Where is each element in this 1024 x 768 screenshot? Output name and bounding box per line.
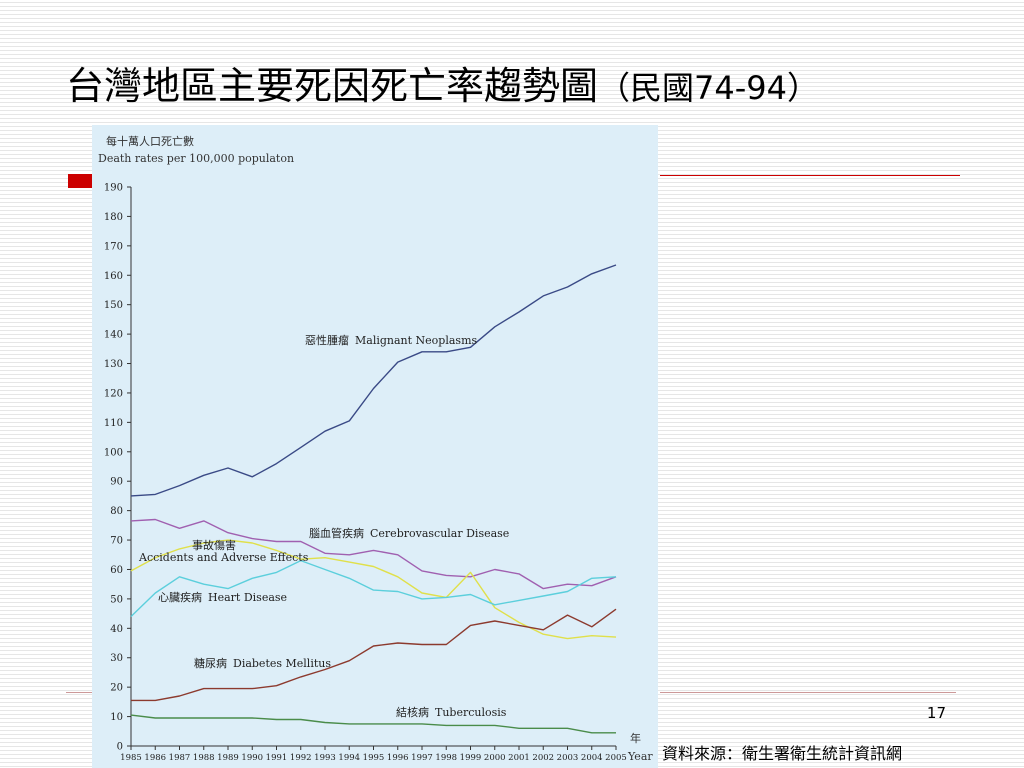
series-labels: 惡性腫瘤 Malignant Neoplasms 腦血管疾病 Cerebrovascu… (138, 333, 509, 719)
x-tick-label: 2001 (508, 753, 530, 763)
x-tick-label: 1992 (290, 753, 312, 763)
y-axis-label-zh: 每十萬人口死亡數 (106, 134, 194, 148)
series-label: 腦血管疾病 Cerebrovascular Disease (309, 526, 509, 540)
series-label: 惡性腫瘤 Malignant Neoplasms (305, 333, 477, 347)
x-tick-label: 2002 (532, 753, 554, 763)
death-rate-line-chart: 每十萬人口死亡數 Death rates per 100,000 populat… (98, 134, 653, 764)
footer-rule-left (66, 692, 94, 693)
y-tick-label: 80 (110, 506, 123, 517)
x-tick-label: 1998 (435, 753, 457, 763)
series-line (130, 264, 617, 497)
y-tick-label: 110 (104, 418, 123, 429)
y-tick-label: 40 (110, 624, 123, 635)
y-tick-label: 10 (110, 712, 123, 723)
x-axis-label-en: Year (627, 750, 653, 763)
y-tick-label: 60 (110, 565, 123, 576)
x-tick-label: 2005 (605, 753, 627, 763)
x-tick-label: 2003 (557, 753, 579, 763)
y-tick-label: 140 (104, 330, 123, 341)
x-tick-label: 1994 (338, 753, 360, 763)
x-tick-label: 1995 (363, 753, 385, 763)
series-line (130, 539, 617, 640)
x-tick-label: 2004 (581, 753, 603, 763)
y-tick-label: 130 (104, 359, 123, 370)
series-label-en: Accidents and Adverse Effects (138, 551, 309, 564)
x-tick-label: 1987 (169, 753, 191, 763)
title-suffix: （民國74-94） (598, 69, 820, 107)
y-tick-label: 170 (104, 241, 123, 252)
y-axis-label-en: Death rates per 100,000 populaton (98, 152, 294, 165)
series-label-zh: 事故傷害 (192, 538, 236, 552)
y-tick-label: 120 (104, 388, 123, 399)
y-tick-label: 50 (110, 594, 123, 605)
x-tick-label: 1990 (241, 753, 263, 763)
y-tick-label: 180 (104, 212, 123, 223)
x-tick-label: 1989 (217, 753, 239, 763)
y-tick-label: 70 (110, 536, 123, 547)
y-tick-label: 90 (110, 477, 123, 488)
series-line (130, 714, 616, 734)
accent-red-rule (660, 175, 960, 176)
y-tick-label: 150 (104, 300, 123, 311)
x-tick-label: 1991 (266, 753, 288, 763)
chart-panel: 每十萬人口死亡數 Death rates per 100,000 populat… (92, 125, 658, 768)
series-label: 結核病 Tuberculosis (396, 705, 507, 719)
y-tick-label: 100 (104, 447, 123, 458)
title-main: 台灣地區主要死因死亡率趨勢圖 (66, 64, 599, 108)
y-tick-label: 0 (117, 742, 123, 753)
x-tick-label: 1986 (144, 753, 166, 763)
footer-rule-right (660, 692, 956, 693)
y-tick-label: 160 (104, 271, 123, 282)
slide-title: 台灣地區主要死因死亡率趨勢圖（民國74-94） (66, 64, 820, 108)
series-line (130, 559, 617, 618)
series-line (131, 608, 617, 702)
x-tick-label: 2000 (484, 753, 506, 763)
x-tick-label: 1988 (193, 753, 215, 763)
x-axis-label-zh: 年 (630, 731, 641, 745)
y-tick-label: 190 (104, 183, 123, 194)
accent-red-block (68, 174, 92, 188)
y-tick-label: 30 (110, 653, 123, 664)
source-note: 資料來源：衛生署衛生統計資訊網 (662, 744, 903, 763)
series-label: 心臟疾病 Heart Disease (158, 590, 287, 604)
axes: 0 10 20 30 40 50 60 70 80 90 100 110 120 130 140 150 160… (104, 183, 627, 764)
x-tick-label: 1996 (387, 753, 409, 763)
series-lines (130, 264, 617, 734)
page-number: 17 (926, 704, 946, 722)
x-tick-label: 1997 (411, 753, 433, 763)
x-tick-label: 1999 (460, 753, 482, 763)
y-tick-label: 20 (110, 683, 123, 694)
series-label: 糖尿病 Diabetes Mellitus (194, 656, 331, 670)
series-line (130, 518, 617, 590)
x-tick-label: 1985 (120, 753, 142, 763)
x-tick-label: 1993 (314, 753, 336, 763)
